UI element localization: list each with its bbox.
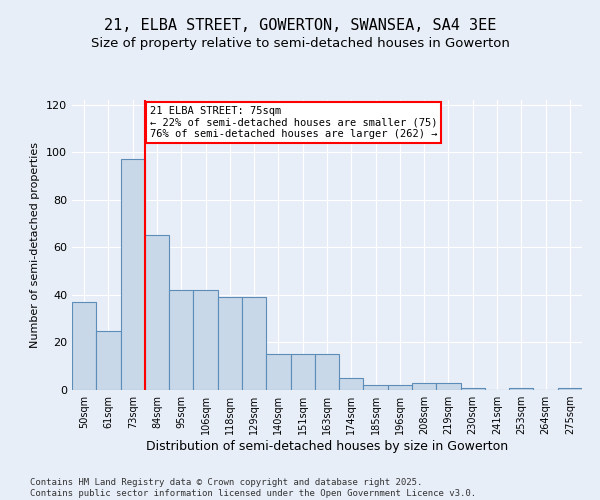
Bar (461, 388, 485, 390)
Text: Size of property relative to semi-detached houses in Gowerton: Size of property relative to semi-detach… (91, 38, 509, 51)
Text: Contains HM Land Registry data © Crown copyright and database right 2025.
Contai: Contains HM Land Registry data © Crown c… (30, 478, 476, 498)
Y-axis label: Number of semi-detached properties: Number of semi-detached properties (31, 142, 40, 348)
Bar (193, 290, 218, 390)
Text: 21 ELBA STREET: 75sqm
← 22% of semi-detached houses are smaller (75)
76% of semi: 21 ELBA STREET: 75sqm ← 22% of semi-deta… (150, 106, 437, 139)
Bar (315, 354, 339, 390)
Bar (96, 330, 121, 390)
Bar (242, 298, 266, 390)
Bar (290, 354, 315, 390)
X-axis label: Distribution of semi-detached houses by size in Gowerton: Distribution of semi-detached houses by … (146, 440, 508, 453)
Text: 21, ELBA STREET, GOWERTON, SWANSEA, SA4 3EE: 21, ELBA STREET, GOWERTON, SWANSEA, SA4 … (104, 18, 496, 32)
Bar (364, 385, 388, 390)
Bar (412, 383, 436, 390)
Bar (388, 385, 412, 390)
Bar (509, 388, 533, 390)
Bar (558, 388, 582, 390)
Bar (145, 236, 169, 390)
Bar (169, 290, 193, 390)
Bar (72, 302, 96, 390)
Bar (436, 383, 461, 390)
Bar (121, 160, 145, 390)
Bar (218, 298, 242, 390)
Bar (339, 378, 364, 390)
Bar (266, 354, 290, 390)
